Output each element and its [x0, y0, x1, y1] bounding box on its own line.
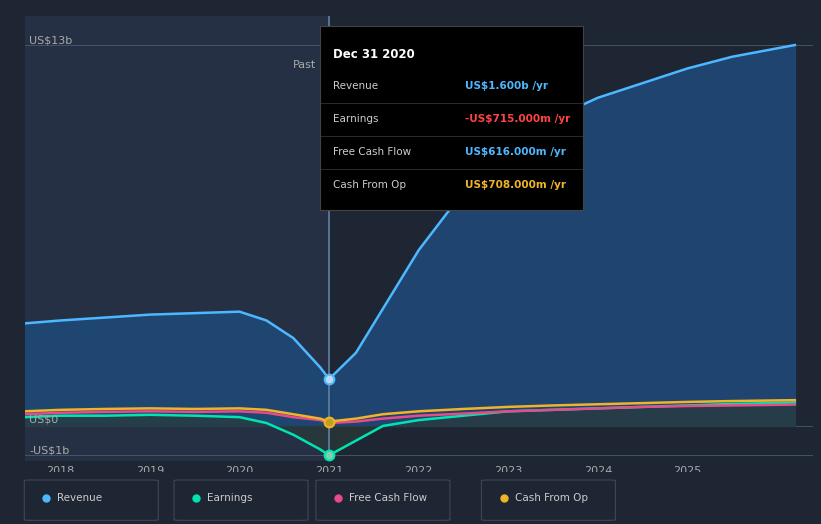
- Text: Dec 31 2020: Dec 31 2020: [333, 48, 415, 61]
- Text: -US$715.000m /yr: -US$715.000m /yr: [465, 114, 570, 124]
- Text: -US$1b: -US$1b: [29, 445, 69, 455]
- Text: US$13b: US$13b: [29, 35, 72, 45]
- Text: Free Cash Flow: Free Cash Flow: [349, 493, 427, 503]
- FancyBboxPatch shape: [25, 480, 158, 520]
- Text: US$616.000m /yr: US$616.000m /yr: [465, 147, 566, 157]
- FancyBboxPatch shape: [481, 480, 616, 520]
- FancyBboxPatch shape: [174, 480, 308, 520]
- Text: Cash From Op: Cash From Op: [333, 180, 406, 190]
- Text: US$1.600b /yr: US$1.600b /yr: [465, 81, 548, 91]
- Text: Free Cash Flow: Free Cash Flow: [333, 147, 411, 157]
- Text: US$708.000m /yr: US$708.000m /yr: [465, 180, 566, 190]
- FancyBboxPatch shape: [316, 480, 450, 520]
- Text: US$0: US$0: [29, 414, 58, 424]
- Bar: [25, 16, 329, 461]
- Text: Revenue: Revenue: [57, 493, 103, 503]
- Text: Earnings: Earnings: [333, 114, 378, 124]
- Text: Revenue: Revenue: [333, 81, 378, 91]
- Text: Earnings: Earnings: [207, 493, 253, 503]
- Text: Analysts Forecasts: Analysts Forecasts: [342, 60, 446, 70]
- Text: Cash From Op: Cash From Op: [515, 493, 588, 503]
- Text: Past: Past: [292, 60, 316, 70]
